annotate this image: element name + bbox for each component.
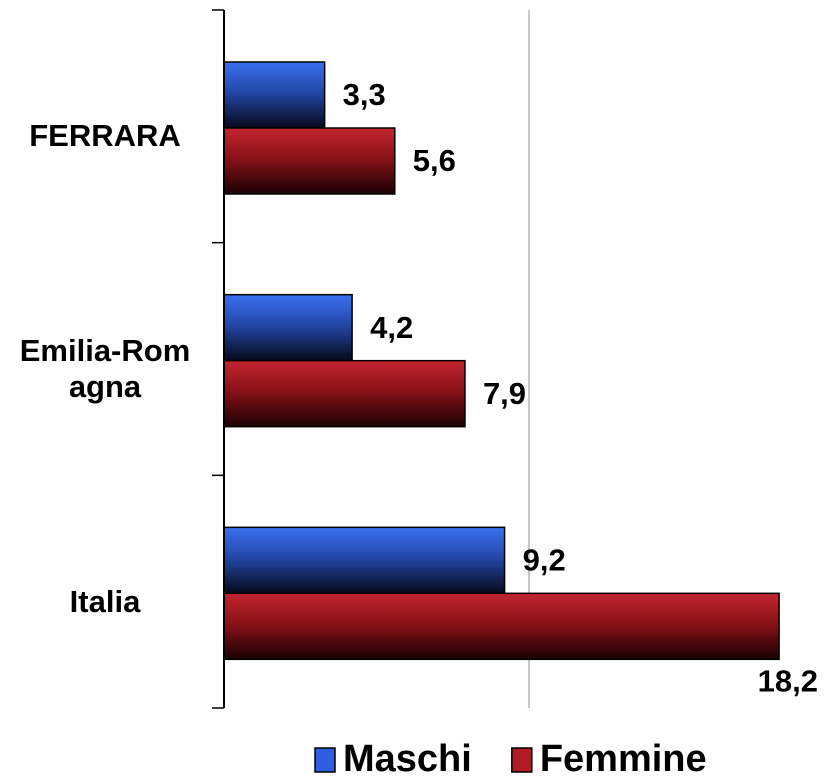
bar: [223, 526, 506, 595]
data-label: 18,2: [758, 664, 818, 699]
y-tick-label: Italia: [69, 583, 141, 619]
data-label: 9,2: [523, 543, 566, 578]
bar: [223, 127, 396, 195]
bar: [223, 61, 326, 129]
bar: [223, 359, 466, 428]
y-tick-label: FERRARA: [29, 118, 181, 154]
legend-swatch: [511, 747, 533, 773]
legend-label: Maschi: [343, 738, 472, 778]
data-label: 3,3: [343, 77, 386, 112]
bar: [223, 293, 353, 362]
data-label: 4,2: [370, 310, 413, 345]
y-tick-label: Emilia-Romagna: [19, 333, 191, 404]
data-label: 7,9: [483, 376, 526, 411]
data-label: 5,6: [413, 143, 456, 178]
legend-label: Femmine: [540, 738, 707, 778]
bar: [223, 592, 780, 661]
legend-swatch: [314, 747, 336, 773]
